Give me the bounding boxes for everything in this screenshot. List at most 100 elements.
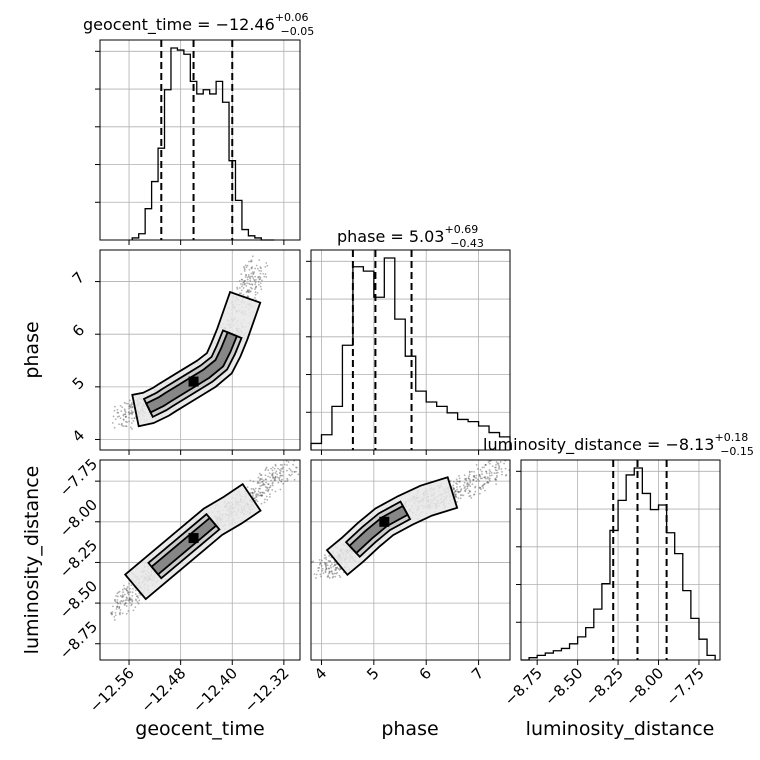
scatter-point xyxy=(131,406,134,409)
scatter-point xyxy=(257,493,259,496)
scatter-point xyxy=(254,296,256,299)
scatter-point xyxy=(113,615,116,618)
scatter-point xyxy=(115,595,118,597)
scatter-point xyxy=(327,575,330,578)
x-tick-label: −12.40 xyxy=(189,664,241,716)
scatter-point xyxy=(456,480,459,483)
scatter-point xyxy=(330,566,333,569)
scatter-point xyxy=(485,472,488,475)
scatter-point xyxy=(126,599,128,601)
scatter-point xyxy=(459,497,462,500)
scatter-point xyxy=(126,597,128,600)
scatter-point xyxy=(260,267,262,270)
scatter-point xyxy=(114,600,117,603)
scatter-point xyxy=(247,274,250,276)
scatter-point xyxy=(278,476,281,479)
x-tick-label: −12.56 xyxy=(86,664,138,716)
scatter-point xyxy=(127,610,130,612)
scatter-point xyxy=(134,606,137,609)
scatter-point xyxy=(263,501,266,504)
scatter-point xyxy=(116,415,119,418)
scatter-point xyxy=(286,464,288,466)
scatter-point xyxy=(268,472,271,475)
scatter-point xyxy=(273,467,276,470)
scatter-point xyxy=(335,566,338,569)
scatter-point xyxy=(123,587,126,590)
scatter-point xyxy=(253,491,256,494)
scatter-point xyxy=(325,565,327,568)
histogram-phase xyxy=(310,257,511,450)
scatter-point xyxy=(125,425,128,428)
scatter-point xyxy=(124,602,127,604)
scatter-point xyxy=(245,291,248,293)
scatter-point xyxy=(238,292,241,295)
scatter-point xyxy=(251,271,254,274)
scatter-point xyxy=(495,479,498,481)
scatter-point xyxy=(505,473,508,476)
scatter-point xyxy=(241,278,244,281)
scatter-point xyxy=(118,612,121,615)
scatter-point xyxy=(240,285,243,288)
scatter-point xyxy=(295,470,297,473)
scatter-point xyxy=(117,591,120,594)
scatter-point xyxy=(260,495,263,498)
scatter-point xyxy=(295,466,297,469)
scatter-point xyxy=(484,463,487,466)
scatter-point xyxy=(261,478,263,480)
scatter-point xyxy=(481,485,484,488)
scatter-point xyxy=(130,584,133,587)
scatter-point xyxy=(291,473,293,476)
scatter-point xyxy=(265,468,267,470)
scatter-point xyxy=(331,573,334,575)
scatter-point xyxy=(336,571,339,574)
scatter-point xyxy=(271,469,274,472)
scatter-point xyxy=(325,558,328,561)
scatter-point xyxy=(128,411,131,414)
scatter-point xyxy=(236,287,239,290)
scatter-point xyxy=(111,612,114,615)
scatter-point xyxy=(259,474,262,477)
scatter-point xyxy=(259,285,262,288)
scatter-point xyxy=(249,290,252,293)
scatter-point xyxy=(132,411,135,414)
scatter-point xyxy=(265,495,268,498)
scatter-point xyxy=(129,405,132,408)
scatter-point xyxy=(496,471,499,474)
scatter-point xyxy=(125,415,128,418)
scatter-point xyxy=(481,477,483,480)
scatter-point xyxy=(258,269,261,272)
scatter-point xyxy=(468,478,471,481)
scatter-point xyxy=(453,493,456,495)
scatter-point xyxy=(129,403,131,406)
y-tick-label: 6 xyxy=(69,321,88,340)
scatter-point xyxy=(272,472,274,475)
scatter-point xyxy=(119,417,122,420)
scatter-point xyxy=(122,595,125,598)
scatter-point xyxy=(261,279,263,282)
scatter-point xyxy=(259,282,262,285)
scatter-point xyxy=(116,411,119,414)
scatter-point xyxy=(242,265,245,268)
scatter-point xyxy=(488,469,491,471)
scatter-point xyxy=(279,472,282,475)
scatter-point xyxy=(283,463,286,466)
scatter-point xyxy=(261,480,263,483)
scatter-point xyxy=(262,272,265,275)
scatter-point xyxy=(489,470,492,473)
scatter-point xyxy=(253,279,256,282)
scatter-point xyxy=(135,599,138,602)
scatter-point xyxy=(476,468,479,470)
scatter-point xyxy=(271,474,273,477)
scatter-point xyxy=(288,473,291,476)
scatter-point xyxy=(495,461,498,463)
scatter-point xyxy=(495,476,498,479)
contour-line xyxy=(344,500,412,559)
scatter-point xyxy=(122,425,125,428)
scatter-point xyxy=(260,494,263,497)
scatter-point xyxy=(265,262,268,264)
scatter-point xyxy=(313,573,316,576)
scatter-point xyxy=(262,482,265,485)
scatter-point xyxy=(125,587,128,590)
scatter-point xyxy=(459,480,461,483)
scatter-point xyxy=(475,480,478,482)
